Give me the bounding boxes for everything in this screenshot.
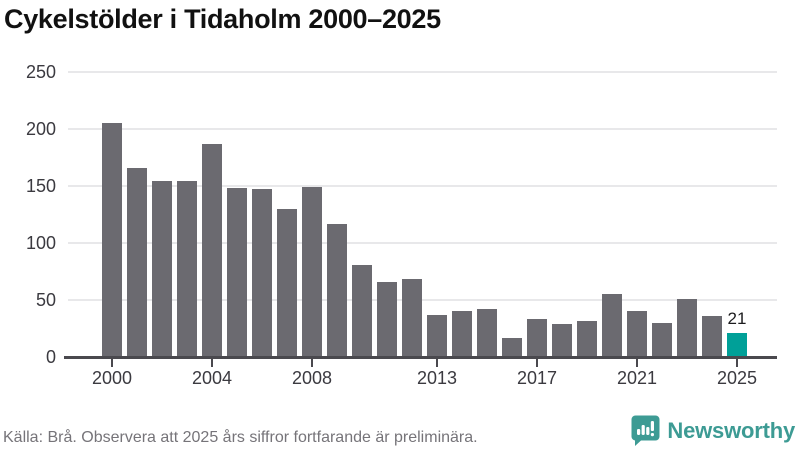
bar-2008 (302, 187, 322, 357)
bar-2014 (452, 311, 472, 357)
bar-2004 (202, 143, 222, 357)
x-tick-2017 (536, 359, 538, 367)
bar-2001 (127, 167, 147, 357)
x-tick-label: 2025 (716, 368, 758, 388)
newsworthy-logo: Newsworthy (631, 415, 795, 446)
bar-2011 (377, 281, 397, 357)
bar-2005 (227, 188, 247, 357)
bar-2010 (352, 264, 372, 357)
newsworthy-icon (631, 415, 660, 446)
bar-2023 (677, 298, 697, 357)
y-tick-label: 100 (25, 233, 56, 253)
gridline-50 (68, 299, 777, 301)
y-tick-label: 200 (25, 119, 56, 139)
y-tick-label: 250 (25, 62, 56, 82)
bar-2025 (727, 333, 747, 357)
newsworthy-wordmark: Newsworthy (667, 417, 795, 443)
bar-2013 (427, 314, 447, 357)
bar-2009 (327, 223, 347, 357)
x-tick-2013 (436, 359, 438, 367)
y-tick-label: 150 (25, 176, 56, 196)
bar-2015 (477, 309, 497, 357)
gridline-200 (68, 128, 777, 130)
value-label: 21 (727, 309, 747, 329)
bar-2012 (402, 279, 422, 357)
bar-2018 (552, 323, 572, 357)
bar-2017 (527, 319, 547, 357)
x-tick-label: 2008 (291, 368, 333, 388)
bar-2020 (602, 294, 622, 357)
x-tick-label: 2000 (91, 368, 133, 388)
bar-2006 (252, 189, 272, 357)
x-tick-label: 2004 (191, 368, 233, 388)
x-tick-label: 2021 (616, 368, 658, 388)
chart-title: Cykelstölder i Tidaholm 2000–2025 (4, 4, 441, 34)
x-tick-2000 (111, 359, 113, 367)
bar-2000 (102, 123, 122, 357)
x-axis-line (64, 356, 777, 359)
gridline-250 (68, 71, 777, 73)
gridline-100 (68, 242, 777, 244)
x-tick-2025 (736, 359, 738, 367)
y-tick-label: 0 (45, 347, 56, 367)
bar-2021 (627, 311, 647, 357)
x-tick-2008 (311, 359, 313, 367)
bar-2002 (152, 181, 172, 357)
bar-2019 (577, 320, 597, 357)
gridline-150 (68, 185, 777, 187)
bar-2022 (652, 322, 672, 357)
bar-2007 (277, 208, 297, 357)
source-note: Källa: Brå. Observera att 2025 års siffr… (3, 429, 478, 446)
x-tick-2021 (636, 359, 638, 367)
y-tick-label: 50 (35, 290, 56, 310)
x-tick-label: 2013 (416, 368, 458, 388)
bar-2024 (702, 315, 722, 357)
bar-2016 (502, 337, 522, 357)
x-tick-label: 2017 (516, 368, 558, 388)
x-tick-2004 (211, 359, 213, 367)
bar-2003 (177, 181, 197, 357)
